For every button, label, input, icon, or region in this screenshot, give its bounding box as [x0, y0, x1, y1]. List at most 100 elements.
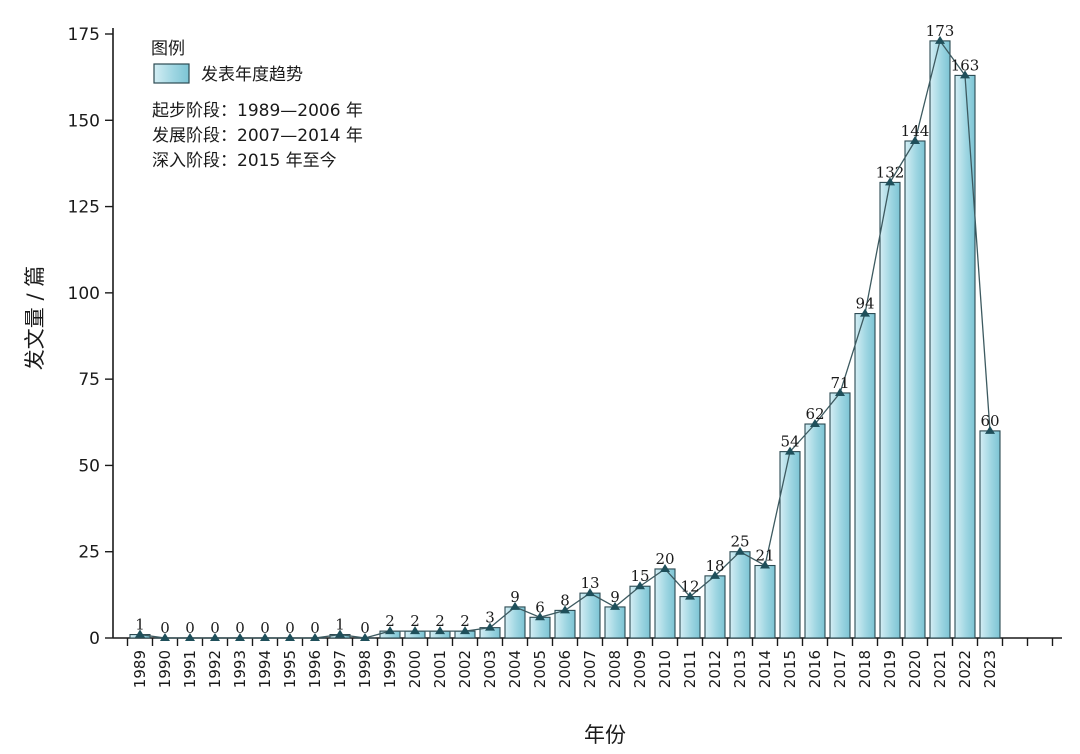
legend-note-stage-1: 起步阶段：1989—2006 年	[152, 101, 363, 121]
trend-marker-2020	[910, 135, 920, 144]
data-label-2011: 12	[680, 578, 699, 596]
trend-marker-2018	[860, 308, 870, 317]
bar-2007	[579, 592, 601, 639]
bar-2017	[829, 392, 851, 639]
y-tick-label: 75	[78, 370, 100, 390]
x-tick-label: 2000	[406, 650, 424, 688]
trend-marker-1994	[260, 633, 270, 641]
x-tick-label: 2010	[656, 650, 674, 688]
data-label-2020: 144	[901, 122, 930, 140]
trend-marker-2014	[760, 560, 770, 569]
x-tick-label: 2007	[581, 650, 599, 688]
data-label-2010: 20	[655, 550, 674, 568]
data-label-2022: 163	[951, 56, 980, 74]
legend: 图例 发表年度趋势 起步阶段：1989—2006 年 发展阶段：2007—201…	[151, 39, 363, 171]
y-tick-label: 100	[68, 284, 100, 304]
data-label-2019: 132	[876, 163, 905, 181]
bar-2013	[729, 551, 751, 639]
trend-marker-2017	[835, 387, 845, 396]
bar-2008	[604, 606, 626, 639]
trend-marker-2023	[985, 425, 995, 434]
x-tick-label: 2004	[506, 650, 524, 688]
trend-marker-2002	[460, 626, 470, 635]
y-tick-label: 25	[78, 543, 100, 563]
trend-marker-2013	[735, 546, 745, 555]
y-tick-label: 0	[89, 629, 100, 649]
legend-title: 图例	[151, 39, 185, 59]
data-label-2023: 60	[980, 412, 999, 430]
data-label-2012: 18	[705, 557, 724, 575]
data-label-2002: 2	[460, 612, 470, 630]
data-label-2021: 173	[926, 22, 955, 40]
x-axis-ticks: 1989 1990 1991 1992 1993 1994 1995 1996 1997 1998…	[126, 638, 1054, 688]
data-labels: 1 0 0 0 0 0 0 0 1 0 2 2 2 2 396 81391520121825215462719…	[135, 22, 999, 637]
bar-2012	[704, 575, 726, 639]
trend-marker-1995	[285, 633, 295, 641]
y-axis-ticks: 0 25 50 75 100 125 150 175	[68, 25, 113, 649]
bar-2020	[904, 140, 926, 639]
x-tick-label: 2015	[781, 650, 799, 688]
bar-2006	[554, 609, 576, 639]
data-label-2018: 94	[855, 295, 874, 313]
trend-marker-1989	[135, 629, 145, 638]
x-tick-label: 2016	[806, 650, 824, 688]
data-label-2014: 21	[755, 547, 774, 565]
trend-marker-2016	[810, 419, 820, 428]
trend-marker-2022	[960, 70, 970, 79]
bar-2022	[954, 74, 976, 639]
bar-2019	[879, 181, 901, 639]
data-label-2003: 3	[485, 609, 495, 627]
bar-2011	[679, 596, 701, 639]
bar-2010	[654, 568, 676, 639]
trend-marker-1998	[360, 633, 370, 641]
x-tick-label: 1998	[356, 650, 374, 688]
trend-marker-2008	[610, 601, 620, 610]
bar-2015	[779, 451, 801, 639]
trend-marker-2011	[685, 591, 695, 600]
legend-swatch	[153, 63, 190, 84]
y-tick-label: 175	[68, 25, 100, 45]
y-tick-label: 50	[78, 456, 100, 476]
x-tick-label: 2023	[981, 650, 999, 688]
trend-marker-1990	[160, 633, 170, 641]
x-tick-label: 1993	[231, 650, 249, 688]
x-tick-label: 2013	[731, 650, 749, 688]
x-tick-label: 2017	[831, 650, 849, 688]
data-label-2017: 71	[830, 374, 849, 392]
data-label-1999: 2	[385, 612, 395, 630]
data-label-1998: 0	[360, 619, 370, 637]
trend-marker-2021	[935, 35, 945, 44]
legend-entry: 发表年度趋势	[201, 65, 303, 85]
x-tick-label: 1992	[206, 650, 224, 688]
x-tick-label: 2020	[906, 650, 924, 688]
trend-marker-2007	[585, 588, 595, 597]
data-label-2006: 8	[560, 591, 570, 609]
data-label-2001: 2	[435, 612, 445, 630]
trend-marker-1997	[335, 629, 345, 638]
x-tick-label: 2014	[756, 650, 774, 688]
x-tick-label: 1991	[181, 650, 199, 688]
trend-marker-1991	[185, 633, 195, 641]
data-label-2008: 9	[610, 588, 620, 606]
x-tick-label: 1996	[306, 650, 324, 688]
x-tick-label: 2005	[531, 650, 549, 688]
bar-2016	[804, 423, 826, 639]
bar-2021	[929, 40, 951, 639]
x-tick-label: 1989	[131, 650, 149, 688]
x-tick-label: 2006	[556, 650, 574, 688]
y-axis-title: 发文量 / 篇	[23, 266, 47, 370]
x-tick-label: 1997	[331, 650, 349, 688]
trend-marker-2003	[485, 622, 495, 631]
trend-marker-2000	[410, 626, 420, 635]
x-tick-label: 2012	[706, 650, 724, 688]
data-label-1996: 0	[310, 619, 320, 637]
x-tick-label: 2019	[881, 650, 899, 688]
x-tick-label: 2009	[631, 650, 649, 688]
x-tick-label: 1999	[381, 650, 399, 688]
x-tick-label: 2011	[681, 650, 699, 688]
y-tick-label: 125	[68, 198, 100, 218]
data-label-2004: 9	[510, 588, 520, 606]
x-tick-label: 2022	[956, 650, 974, 688]
x-axis-title: 年份	[584, 723, 626, 747]
